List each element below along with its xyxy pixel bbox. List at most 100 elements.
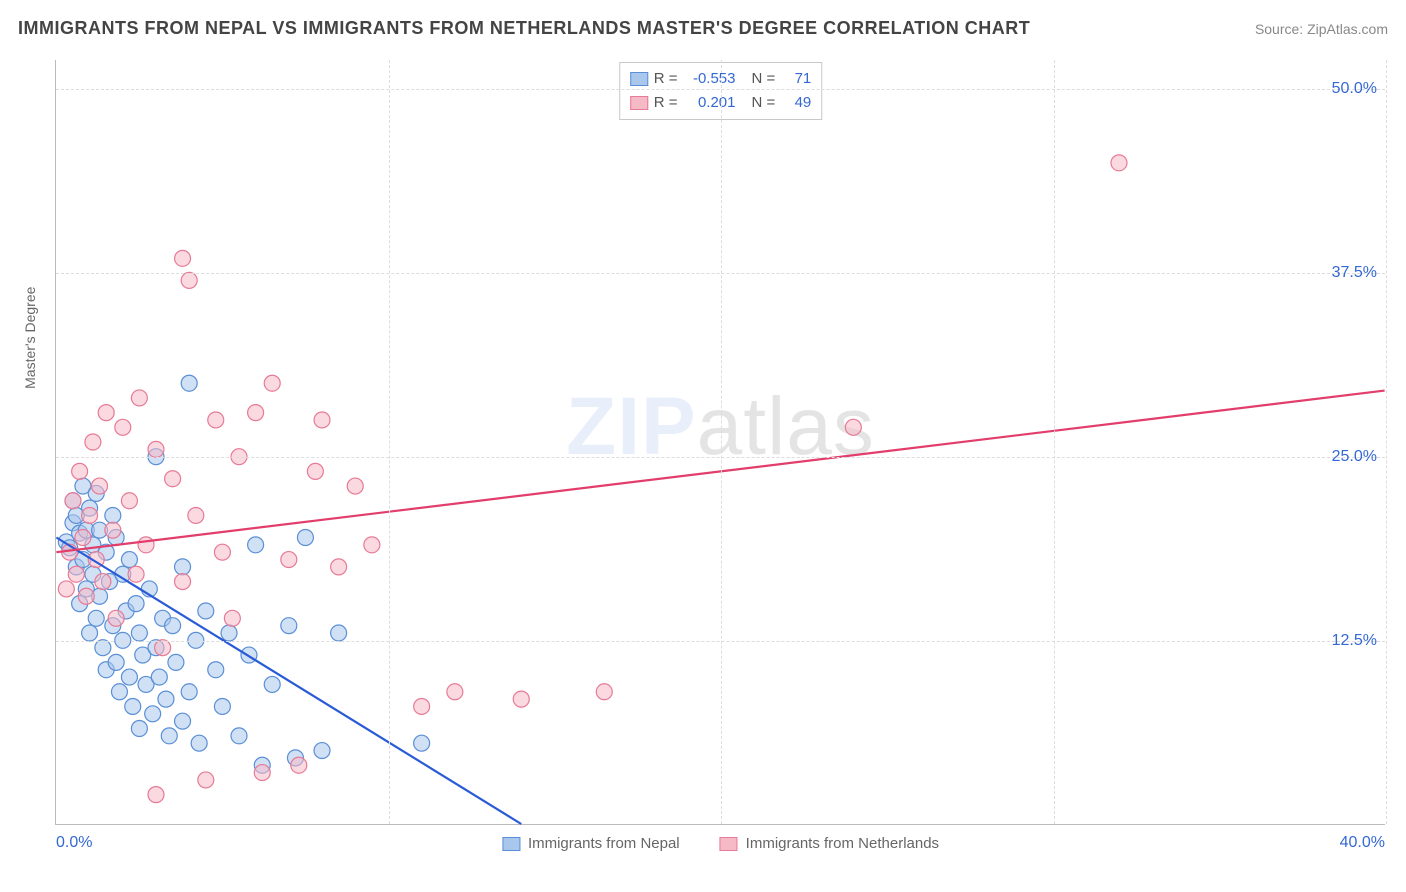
scatter-point [214, 698, 230, 714]
scatter-point [314, 743, 330, 759]
scatter-point [98, 405, 114, 421]
scatter-point [307, 463, 323, 479]
legend-swatch [502, 837, 520, 851]
scatter-point [291, 757, 307, 773]
scatter-point [596, 684, 612, 700]
y-tick-label: 50.0% [1332, 80, 1377, 98]
legend-series-item: Immigrants from Nepal [502, 835, 680, 852]
scatter-point [82, 625, 98, 641]
scatter-point [414, 735, 430, 751]
legend-series: Immigrants from Nepal Immigrants from Net… [502, 835, 939, 852]
scatter-point [128, 566, 144, 582]
scatter-point [175, 713, 191, 729]
scatter-point [65, 493, 81, 509]
scatter-point [131, 721, 147, 737]
scatter-point [165, 618, 181, 634]
scatter-point [161, 728, 177, 744]
scatter-point [248, 537, 264, 553]
x-tick-label: 0.0% [56, 834, 92, 852]
y-axis-label: Master's Degree [22, 287, 38, 389]
scatter-point [188, 507, 204, 523]
scatter-point [513, 691, 529, 707]
scatter-point [281, 552, 297, 568]
scatter-point [58, 581, 74, 597]
scatter-point [121, 552, 137, 568]
scatter-point [175, 559, 191, 575]
scatter-point [155, 640, 171, 656]
scatter-point [264, 375, 280, 391]
scatter-point [95, 574, 111, 590]
legend-series-item: Immigrants from Netherlands [720, 835, 939, 852]
scatter-point [105, 507, 121, 523]
scatter-point [115, 419, 131, 435]
scatter-point [264, 676, 280, 692]
scatter-point [151, 669, 167, 685]
scatter-point [85, 434, 101, 450]
scatter-point [331, 559, 347, 575]
scatter-point [121, 493, 137, 509]
scatter-point [82, 507, 98, 523]
scatter-point [131, 625, 147, 641]
scatter-point [181, 375, 197, 391]
scatter-point [165, 471, 181, 487]
scatter-point [148, 787, 164, 803]
scatter-point [231, 728, 247, 744]
scatter-point [108, 610, 124, 626]
y-tick-label: 25.0% [1332, 448, 1377, 466]
scatter-point [111, 684, 127, 700]
scatter-point [181, 684, 197, 700]
scatter-point [214, 544, 230, 560]
scatter-point [181, 272, 197, 288]
scatter-point [68, 566, 84, 582]
gridline-vertical [1054, 60, 1055, 824]
scatter-point [845, 419, 861, 435]
scatter-point [314, 412, 330, 428]
scatter-point [121, 669, 137, 685]
scatter-point [88, 610, 104, 626]
scatter-point [414, 698, 430, 714]
scatter-point [108, 654, 124, 670]
scatter-point [1111, 155, 1127, 171]
scatter-point [168, 654, 184, 670]
scatter-point [158, 691, 174, 707]
scatter-point [221, 625, 237, 641]
y-tick-label: 37.5% [1332, 264, 1377, 282]
scatter-point [364, 537, 380, 553]
scatter-point [208, 412, 224, 428]
scatter-point [125, 698, 141, 714]
scatter-point [78, 588, 94, 604]
scatter-point [281, 618, 297, 634]
legend-swatch [720, 837, 738, 851]
chart-plot-area: ZIPatlas R =-0.553N =71R =0.201N =49 Imm… [55, 60, 1385, 825]
legend-series-label: Immigrants from Netherlands [746, 835, 939, 852]
scatter-point [128, 596, 144, 612]
gridline-vertical [721, 60, 722, 824]
scatter-point [198, 603, 214, 619]
scatter-point [131, 390, 147, 406]
scatter-point [331, 625, 347, 641]
scatter-point [175, 250, 191, 266]
scatter-point [148, 441, 164, 457]
legend-series-label: Immigrants from Nepal [528, 835, 680, 852]
scatter-point [145, 706, 161, 722]
scatter-point [175, 574, 191, 590]
scatter-point [198, 772, 214, 788]
scatter-point [95, 640, 111, 656]
y-tick-label: 12.5% [1332, 632, 1377, 650]
chart-title: IMMIGRANTS FROM NEPAL VS IMMIGRANTS FROM… [18, 18, 1030, 39]
scatter-point [138, 537, 154, 553]
scatter-point [297, 530, 313, 546]
scatter-point [92, 478, 108, 494]
x-tick-label: 40.0% [1340, 834, 1385, 852]
scatter-point [208, 662, 224, 678]
gridline-vertical [389, 60, 390, 824]
scatter-point [72, 463, 88, 479]
scatter-point [191, 735, 207, 751]
scatter-point [224, 610, 240, 626]
scatter-point [248, 405, 264, 421]
scatter-point [75, 530, 91, 546]
gridline-vertical [1386, 60, 1387, 824]
source-attribution: Source: ZipAtlas.com [1255, 21, 1388, 37]
scatter-point [254, 765, 270, 781]
scatter-point [105, 522, 121, 538]
